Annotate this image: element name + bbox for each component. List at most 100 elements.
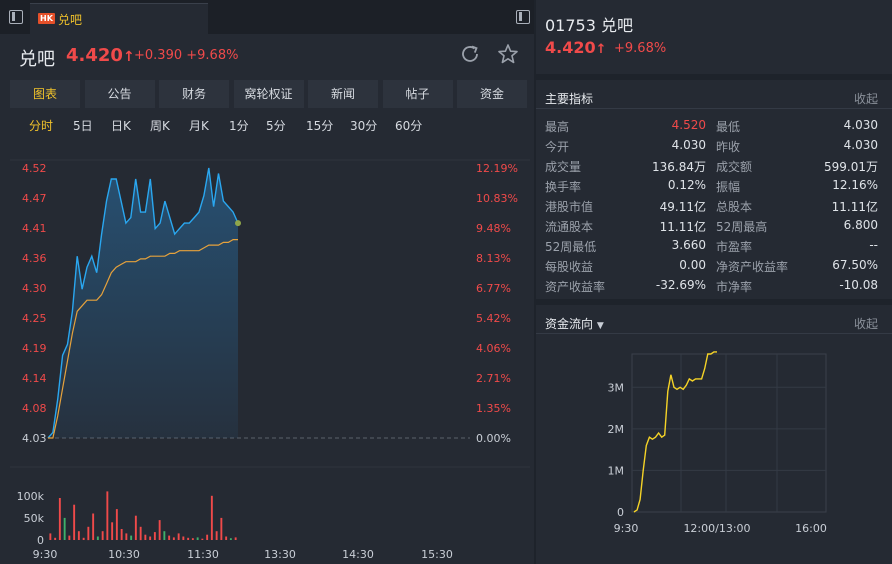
money-flow-collapse-button[interactable]: 收起 <box>853 317 878 331</box>
metric-label: 市净率 <box>716 280 753 294</box>
metric-label: 振幅 <box>716 180 741 194</box>
volume-bar <box>115 509 118 540</box>
metric-value: 67.50% <box>832 258 878 272</box>
volume-bar <box>177 533 180 540</box>
percent-tick-label: 6.77% <box>476 282 511 295</box>
money-flow-title[interactable]: 资金流向 ▼ <box>545 315 604 332</box>
volume-tick-label: 0 <box>37 534 44 547</box>
refresh-icon[interactable] <box>459 43 481 65</box>
metrics-title: 主要指标 <box>545 92 594 106</box>
price-tick-label: 4.25 <box>22 312 47 325</box>
time-tick-label: 14:30 <box>342 548 374 561</box>
price-tick-label: 4.47 <box>22 192 47 205</box>
divider-line <box>536 333 892 334</box>
panel-toggle-icon[interactable] <box>516 10 530 24</box>
volume-bar <box>225 536 228 540</box>
volume-bar <box>234 537 237 540</box>
volume-bar <box>101 531 104 540</box>
period-tab-0[interactable]: 分时 <box>29 119 54 133</box>
func-tab-6[interactable]: 资金 <box>457 80 527 108</box>
volume-bar <box>111 522 114 540</box>
stock-tab[interactable]: HK 兑吧 <box>30 3 208 34</box>
volume-bar <box>77 531 80 540</box>
period-tab-9[interactable]: 60分 <box>395 119 423 133</box>
metric-row: 最高 4.520 最低 4.030 <box>536 115 892 135</box>
metric-label: 港股市值 <box>545 200 594 214</box>
flow-y-tick-label: 3M <box>608 381 625 394</box>
time-tick-label: 9:30 <box>33 548 58 561</box>
metric-label: 净资产收益率 <box>716 260 789 274</box>
volume-bar <box>82 537 85 540</box>
func-tab-5[interactable]: 帖子 <box>382 80 453 108</box>
period-tab-3[interactable]: 周K <box>150 119 170 133</box>
metric-value: 6.800 <box>843 218 878 232</box>
flow-plot-border <box>631 353 827 513</box>
sidebar-toggle-icon[interactable] <box>9 10 23 24</box>
percent-tick-label: 0.00% <box>476 432 511 445</box>
period-tab-7[interactable]: 15分 <box>306 119 334 133</box>
divider <box>536 299 892 305</box>
period-tab-1[interactable]: 5日 <box>73 119 93 133</box>
metric-label: 换手率 <box>545 180 582 194</box>
period-tab-2[interactable]: 日K <box>111 119 131 133</box>
volume-bar <box>201 538 204 540</box>
price-tick-label: 4.52 <box>22 162 47 175</box>
volume-bar <box>220 517 223 540</box>
metric-value: 11.11亿 <box>659 220 706 234</box>
flow-y-tick-label: 2M <box>608 423 625 436</box>
stock-code-title: 01753 兑吧 <box>545 16 633 35</box>
last-price-value: 4.420 <box>66 45 123 66</box>
period-tab-5[interactable]: 1分 <box>229 119 249 133</box>
metric-value: -- <box>869 238 878 252</box>
money-flow-chart[interactable]: 3M 2M 1M 0 9:30 12:00/13:00 16:00 <box>536 340 892 564</box>
func-tab-3[interactable]: 窝轮权证 <box>233 80 304 108</box>
percent-tick-label: 8.13% <box>476 252 511 265</box>
volume-bar <box>149 536 152 540</box>
metric-label: 今开 <box>545 140 570 154</box>
volume-bar <box>54 537 57 540</box>
volume-bar <box>134 515 137 540</box>
metric-value: 11.11亿 <box>831 200 878 214</box>
divider <box>536 74 892 80</box>
period-tab-6[interactable]: 5分 <box>266 119 286 133</box>
func-tab-1[interactable]: 公告 <box>84 80 155 108</box>
func-tab-0[interactable]: 图表 <box>10 80 80 108</box>
metric-row: 成交量 136.84万 成交额 599.01万 <box>536 155 892 175</box>
hk-market-badge: HK <box>38 13 55 24</box>
period-tab-4[interactable]: 月K <box>189 119 209 133</box>
percent-tick-label: 5.42% <box>476 312 511 325</box>
func-tab-4[interactable]: 新闻 <box>308 80 378 108</box>
metric-row: 流通股本 11.11亿 52周最高 6.800 <box>536 215 892 235</box>
percent-tick-label: 1.35% <box>476 402 511 415</box>
func-tab-2[interactable]: 财务 <box>159 80 229 108</box>
price-line <box>47 167 239 439</box>
volume-bar <box>125 533 128 540</box>
metric-row: 每股收益 0.00 净资产收益率 67.50% <box>536 255 892 275</box>
volume-bar <box>139 526 142 541</box>
metrics-collapse-button[interactable]: 收起 <box>853 92 878 106</box>
metric-row: 52周最低 3.660 市盈率 -- <box>536 235 892 255</box>
money-flow-title-text: 资金流向 <box>545 317 594 331</box>
stock-tab-label: 兑吧 <box>58 13 83 27</box>
intraday-chart[interactable]: 4.52 4.47 4.41 4.36 4.30 4.25 4.19 4.14 4.08 4.03… <box>0 140 534 564</box>
percent-tick-label: 12.19% <box>476 162 518 175</box>
last-price-dot <box>235 220 241 227</box>
metric-value: 4.520 <box>671 118 706 132</box>
metric-label: 资产收益率 <box>545 280 606 294</box>
metric-value: 0.00 <box>679 258 706 272</box>
volume-tick-label: 100k <box>17 490 45 503</box>
price-tick-label: 4.36 <box>22 252 47 265</box>
change-percent: +9.68% <box>186 48 239 63</box>
metric-value: 4.030 <box>843 118 878 132</box>
volume-bar <box>58 498 61 540</box>
price-tick-label: 4.08 <box>22 402 47 415</box>
price-change: +0.390 +9.68% <box>134 48 238 63</box>
tab-bar: HK 兑吧 <box>0 0 534 34</box>
period-tab-8[interactable]: 30分 <box>350 119 378 133</box>
metric-label: 每股收益 <box>545 260 594 274</box>
metric-value: 4.030 <box>671 138 706 152</box>
favorite-star-icon[interactable] <box>497 43 519 65</box>
volume-bar <box>73 504 76 540</box>
volume-bar <box>163 531 166 540</box>
flow-x-tick-label: 16:00 <box>795 522 827 535</box>
